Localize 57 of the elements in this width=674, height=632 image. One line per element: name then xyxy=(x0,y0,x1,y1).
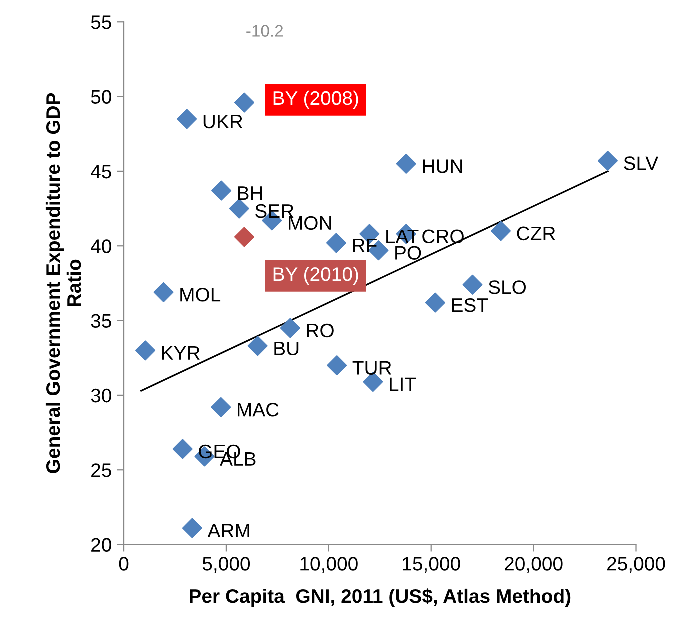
y-tick-label: 30 xyxy=(91,388,112,403)
point xyxy=(177,109,198,130)
annotation: BY (2008) xyxy=(274,90,358,110)
data-label: SER xyxy=(256,204,294,218)
y-tick-label: 40 xyxy=(91,240,112,254)
x-tick-label: 5,000 xyxy=(202,557,250,574)
point xyxy=(248,336,268,356)
point xyxy=(280,318,300,338)
point xyxy=(396,154,416,174)
data-label: UKR xyxy=(204,115,243,129)
data-label: SLO xyxy=(488,280,526,294)
data-label: RO xyxy=(307,324,334,338)
annotation: -10.2 xyxy=(246,25,284,37)
y-tick-label: 25 xyxy=(92,464,112,478)
point xyxy=(211,397,232,418)
data-label: BU xyxy=(274,342,299,356)
point xyxy=(212,180,232,201)
data-label: LIT xyxy=(390,378,416,392)
y-tick-label: 20 xyxy=(92,538,112,552)
data-label: MOL xyxy=(180,288,221,302)
point xyxy=(491,221,512,242)
point xyxy=(425,292,446,313)
point xyxy=(234,92,255,113)
x-tick-label: 25,000 xyxy=(608,557,666,574)
x-axis-title: Per Capita GNI, 2011 (US$, Atlas Method) xyxy=(190,588,571,608)
point xyxy=(172,439,193,460)
data-label: MON xyxy=(289,216,332,230)
data-label: BH xyxy=(238,186,262,200)
data-label: PO xyxy=(396,246,422,260)
point xyxy=(182,518,202,538)
data-label: EST xyxy=(452,298,488,312)
y-tick-label: 35 xyxy=(91,314,112,328)
data-label: SLV xyxy=(624,156,658,170)
point xyxy=(154,282,174,302)
point xyxy=(326,233,347,254)
y-tick-label: 45 xyxy=(91,165,112,179)
point xyxy=(136,340,156,361)
x-tick-label: 15,000 xyxy=(403,557,460,574)
x-tick-label: 20,000 xyxy=(505,557,563,574)
x-tick-label: 10,000 xyxy=(300,557,358,574)
data-label: MAC xyxy=(238,403,279,417)
data-label: KYR xyxy=(162,346,200,360)
annotation: BY (2010) xyxy=(274,266,358,286)
data-label: HUN xyxy=(423,160,462,174)
point xyxy=(234,227,255,248)
y-tick-label: 55 xyxy=(91,16,112,30)
data-label: TUR xyxy=(352,361,392,375)
y-axis-title: General Government Expenditure to GDP Ratio xyxy=(46,93,82,474)
point xyxy=(327,356,348,376)
data-label: CRO xyxy=(422,230,464,244)
y-tick-label: 50 xyxy=(91,90,112,104)
point xyxy=(229,198,250,219)
point xyxy=(598,150,618,172)
point xyxy=(462,274,483,295)
data-label: ARM xyxy=(208,524,250,538)
x-tick-label: 0 xyxy=(119,557,129,571)
data-label: CZR xyxy=(517,226,556,241)
